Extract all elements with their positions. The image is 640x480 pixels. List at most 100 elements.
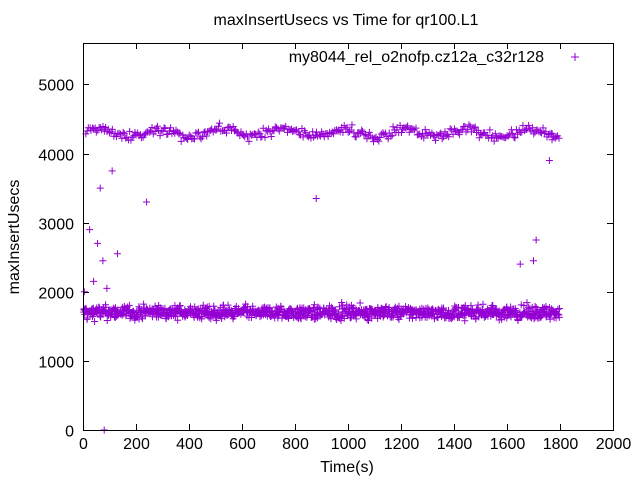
data-point bbox=[545, 156, 553, 164]
data-point bbox=[436, 130, 444, 138]
data-point bbox=[151, 128, 159, 136]
data-point bbox=[161, 124, 169, 132]
y-axis-label: maxInsertUsecs bbox=[6, 180, 23, 295]
y-tick-label: 1000 bbox=[38, 355, 74, 372]
data-point bbox=[108, 125, 116, 133]
data-point bbox=[91, 317, 99, 325]
data-point bbox=[485, 309, 493, 317]
data-point bbox=[207, 315, 215, 323]
data-point bbox=[194, 128, 202, 136]
data-point bbox=[355, 129, 363, 137]
data-point bbox=[119, 128, 127, 136]
data-point bbox=[360, 131, 368, 139]
data-point bbox=[450, 313, 458, 321]
data-point bbox=[156, 132, 164, 140]
data-point bbox=[510, 133, 518, 141]
data-point bbox=[555, 134, 563, 142]
data-point bbox=[103, 284, 111, 292]
data-point bbox=[310, 133, 318, 141]
data-point bbox=[461, 317, 469, 325]
x-tick-label: 400 bbox=[176, 436, 203, 453]
data-point bbox=[491, 130, 499, 138]
data-point bbox=[505, 132, 513, 140]
data-point bbox=[389, 313, 397, 321]
data-point bbox=[126, 127, 134, 135]
x-tick-label: 1400 bbox=[437, 436, 473, 453]
data-point bbox=[108, 167, 116, 175]
data-point bbox=[160, 124, 168, 132]
data-point bbox=[80, 288, 88, 296]
data-point bbox=[405, 304, 413, 312]
data-point bbox=[445, 133, 453, 141]
data-point bbox=[385, 303, 393, 311]
data-point bbox=[403, 123, 411, 131]
data-point bbox=[421, 126, 429, 134]
data-point bbox=[129, 307, 137, 315]
data-point bbox=[506, 130, 514, 138]
data-point bbox=[412, 124, 420, 132]
data-point bbox=[143, 198, 151, 206]
data-point bbox=[175, 130, 183, 138]
data-point bbox=[368, 314, 376, 322]
data-point bbox=[193, 129, 201, 137]
data-point bbox=[398, 129, 406, 137]
data-point bbox=[88, 313, 96, 321]
data-point bbox=[474, 126, 482, 134]
data-point bbox=[125, 301, 133, 309]
data-point bbox=[96, 184, 104, 192]
data-point bbox=[310, 301, 318, 309]
data-point bbox=[532, 304, 540, 312]
data-point bbox=[138, 313, 146, 321]
data-point bbox=[213, 125, 221, 133]
data-point bbox=[555, 313, 563, 321]
data-point bbox=[388, 131, 396, 139]
data-point bbox=[340, 122, 348, 130]
y-tick-label: 3000 bbox=[38, 217, 74, 234]
data-point bbox=[465, 121, 473, 129]
data-point bbox=[280, 124, 288, 132]
data-point bbox=[527, 127, 535, 135]
data-point bbox=[205, 314, 213, 322]
data-point bbox=[361, 306, 369, 314]
data-point bbox=[540, 129, 548, 137]
data-point bbox=[516, 260, 524, 268]
data-point bbox=[467, 128, 475, 136]
data-point bbox=[302, 129, 310, 137]
x-tick-label: 1600 bbox=[490, 436, 526, 453]
data-point bbox=[387, 132, 395, 140]
data-point bbox=[138, 315, 146, 323]
data-point bbox=[106, 129, 114, 137]
data-point bbox=[352, 315, 360, 323]
data-point bbox=[498, 133, 506, 141]
x-tick-label: 1800 bbox=[543, 436, 579, 453]
data-point bbox=[128, 133, 136, 141]
chart-title: maxInsertUsecs vs Time for qr100.L1 bbox=[214, 12, 479, 29]
data-point bbox=[470, 124, 478, 132]
data-point bbox=[376, 134, 384, 142]
data-point bbox=[530, 257, 537, 265]
data-point bbox=[120, 130, 128, 138]
data-point bbox=[455, 131, 463, 139]
x-tick-label: 200 bbox=[123, 436, 150, 453]
data-point bbox=[555, 304, 563, 312]
data-point bbox=[345, 128, 353, 136]
data-point bbox=[389, 123, 397, 131]
data-point bbox=[365, 128, 373, 136]
data-point bbox=[529, 124, 537, 132]
data-point bbox=[539, 124, 547, 132]
data-point bbox=[127, 136, 135, 144]
data-point bbox=[414, 131, 422, 139]
data-point bbox=[548, 136, 556, 144]
data-point bbox=[523, 299, 531, 307]
data-point bbox=[267, 132, 275, 140]
x-axis-label: Time(s) bbox=[320, 459, 374, 476]
data-point bbox=[92, 128, 100, 136]
data-point bbox=[303, 312, 311, 320]
data-point bbox=[256, 313, 264, 321]
data-points bbox=[80, 119, 563, 434]
data-point bbox=[532, 236, 540, 244]
data-point bbox=[509, 129, 517, 137]
legend-series-name: my8044_rel_o2nofp.cz12a_c32r128 bbox=[289, 49, 544, 66]
data-point bbox=[245, 137, 253, 145]
